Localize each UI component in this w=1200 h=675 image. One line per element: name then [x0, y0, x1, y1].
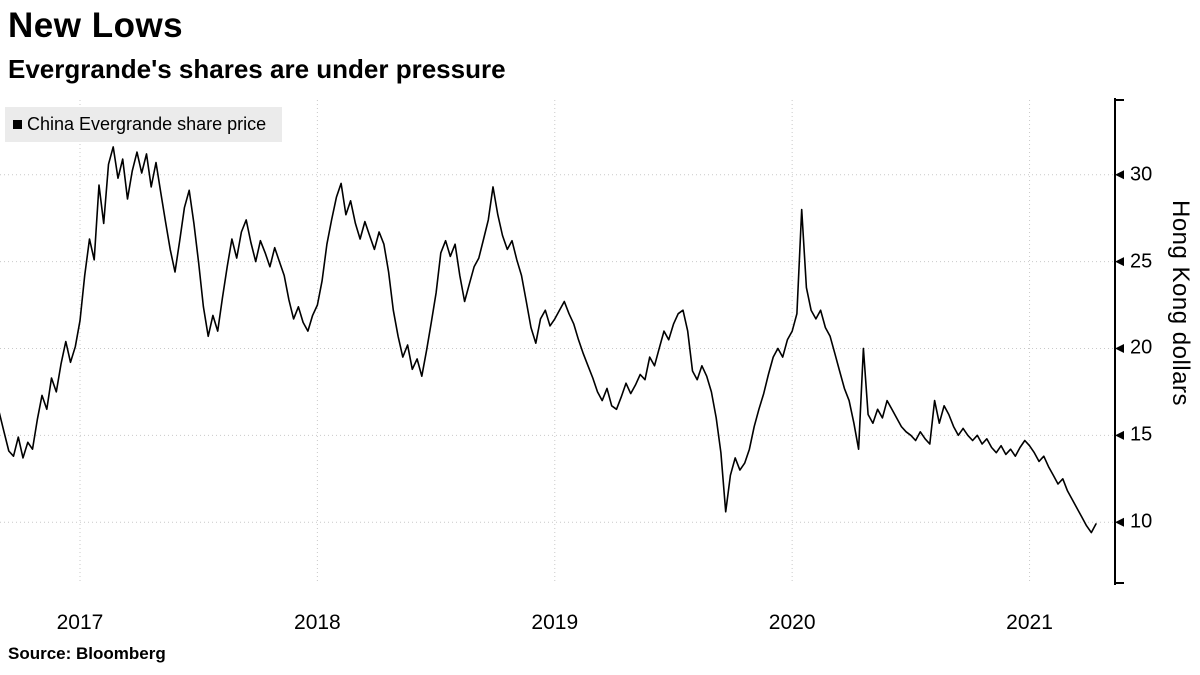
y-tick-label: 20 [1130, 336, 1153, 359]
page-subtitle: Evergrande's shares are under pressure [8, 54, 506, 84]
page-title: New Lows [8, 6, 184, 45]
y-axis-tick-arrow-icon [1115, 257, 1124, 267]
y-tick-label: 25 [1130, 250, 1153, 273]
price-line [0, 146, 1097, 534]
legend-label: China Evergrande share price [27, 114, 267, 134]
x-tick-label: 2019 [531, 611, 579, 634]
y-tick-label: 10 [1130, 510, 1153, 533]
x-tick-label: 2020 [768, 611, 816, 634]
y-axis-tick-arrow-icon [1115, 170, 1124, 180]
y-axis-tick-arrow-icon [1115, 343, 1124, 353]
legend: China Evergrande share price [5, 107, 283, 142]
y-axis-title: Hong Kong dollars [1167, 200, 1194, 406]
x-tick-label: 2018 [294, 611, 341, 634]
y-tick-label: 30 [1130, 163, 1153, 186]
x-tick-label: 2017 [56, 611, 104, 634]
source-note: Source: Bloomberg [8, 644, 166, 663]
y-tick-label: 15 [1130, 423, 1153, 446]
legend-square-icon [13, 120, 22, 129]
y-axis-tick-arrow-icon [1115, 430, 1124, 440]
y-axis-tick-arrow-icon [1115, 517, 1124, 527]
x-tick-label: 2021 [1006, 611, 1053, 634]
